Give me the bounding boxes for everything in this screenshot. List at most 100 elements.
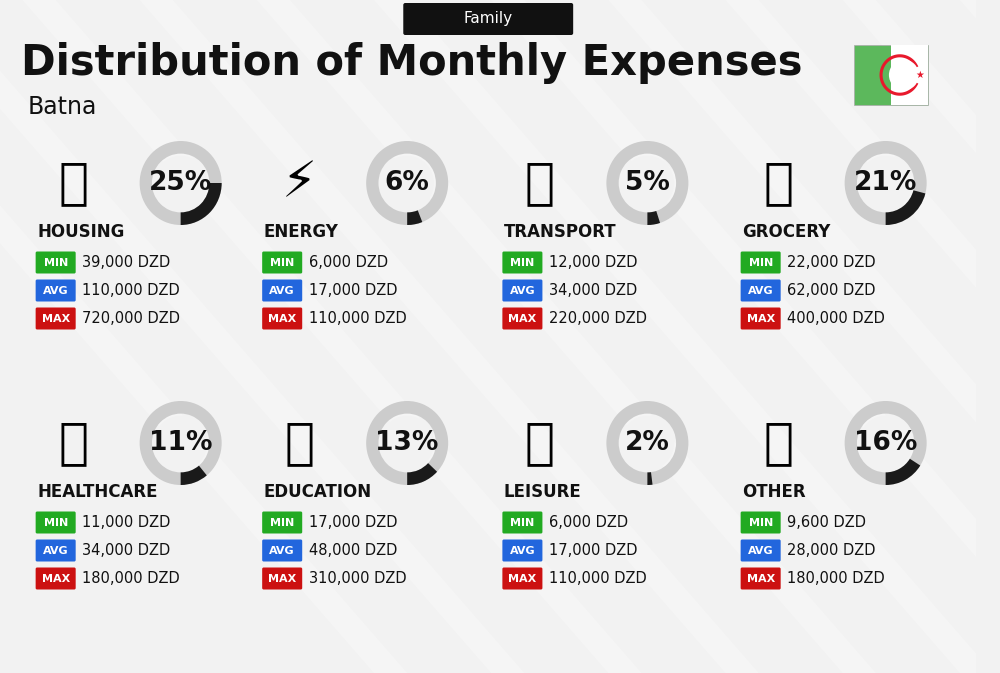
FancyBboxPatch shape — [262, 511, 302, 534]
Wedge shape — [140, 141, 222, 225]
Circle shape — [859, 416, 912, 470]
Wedge shape — [181, 183, 222, 225]
Wedge shape — [886, 190, 925, 225]
Text: LEISURE: LEISURE — [504, 483, 582, 501]
Wedge shape — [647, 211, 660, 225]
Text: 17,000 DZD: 17,000 DZD — [309, 515, 397, 530]
FancyBboxPatch shape — [262, 308, 302, 330]
Wedge shape — [606, 401, 688, 485]
Wedge shape — [886, 459, 920, 485]
Text: EDUCATION: EDUCATION — [264, 483, 372, 501]
Text: MAX: MAX — [268, 314, 296, 324]
Text: 310,000 DZD: 310,000 DZD — [309, 571, 406, 586]
Text: AVG: AVG — [510, 285, 535, 295]
FancyBboxPatch shape — [36, 540, 76, 561]
Text: TRANSPORT: TRANSPORT — [504, 223, 616, 241]
FancyBboxPatch shape — [262, 252, 302, 273]
Text: 🏥: 🏥 — [58, 419, 88, 467]
Text: ⚡: ⚡ — [282, 159, 317, 207]
Text: MAX: MAX — [268, 573, 296, 583]
Text: MAX: MAX — [747, 314, 775, 324]
Text: AVG: AVG — [43, 285, 68, 295]
Text: 🚌: 🚌 — [525, 159, 555, 207]
FancyBboxPatch shape — [741, 308, 781, 330]
Text: 6,000 DZD: 6,000 DZD — [309, 255, 388, 270]
Text: MIN: MIN — [270, 518, 294, 528]
Wedge shape — [366, 141, 448, 225]
Text: 34,000 DZD: 34,000 DZD — [549, 283, 637, 298]
Circle shape — [154, 416, 207, 470]
Text: 180,000 DZD: 180,000 DZD — [82, 571, 180, 586]
Text: 22,000 DZD: 22,000 DZD — [787, 255, 876, 270]
Text: 11%: 11% — [149, 430, 212, 456]
Text: HEALTHCARE: HEALTHCARE — [37, 483, 158, 501]
Wedge shape — [845, 141, 927, 225]
Text: AVG: AVG — [748, 285, 773, 295]
Text: 11,000 DZD: 11,000 DZD — [82, 515, 170, 530]
FancyBboxPatch shape — [502, 511, 542, 534]
Text: 17,000 DZD: 17,000 DZD — [549, 543, 637, 558]
Text: 6,000 DZD: 6,000 DZD — [549, 515, 628, 530]
Text: MIN: MIN — [749, 258, 773, 267]
Text: MIN: MIN — [44, 258, 68, 267]
Text: AVG: AVG — [748, 546, 773, 555]
Text: 62,000 DZD: 62,000 DZD — [787, 283, 876, 298]
Text: MAX: MAX — [747, 573, 775, 583]
FancyBboxPatch shape — [36, 279, 76, 302]
FancyBboxPatch shape — [741, 279, 781, 302]
Text: 🎓: 🎓 — [285, 419, 315, 467]
Circle shape — [859, 155, 912, 210]
Wedge shape — [845, 401, 927, 485]
Wedge shape — [181, 466, 207, 485]
FancyBboxPatch shape — [36, 308, 76, 330]
Text: MIN: MIN — [510, 518, 535, 528]
Text: Distribution of Monthly Expenses: Distribution of Monthly Expenses — [21, 42, 803, 84]
Circle shape — [621, 416, 674, 470]
FancyBboxPatch shape — [36, 567, 76, 590]
Text: AVG: AVG — [43, 546, 68, 555]
Text: 180,000 DZD: 180,000 DZD — [787, 571, 885, 586]
Circle shape — [381, 416, 434, 470]
Wedge shape — [606, 141, 688, 225]
Text: 💰: 💰 — [763, 419, 793, 467]
Text: 13%: 13% — [375, 430, 439, 456]
Text: 16%: 16% — [854, 430, 917, 456]
Text: 39,000 DZD: 39,000 DZD — [82, 255, 170, 270]
Text: 220,000 DZD: 220,000 DZD — [549, 311, 647, 326]
Text: 400,000 DZD: 400,000 DZD — [787, 311, 885, 326]
Text: 5%: 5% — [625, 170, 670, 196]
FancyBboxPatch shape — [854, 45, 928, 105]
FancyBboxPatch shape — [403, 3, 573, 35]
Text: 28,000 DZD: 28,000 DZD — [787, 543, 876, 558]
Wedge shape — [647, 472, 653, 485]
Text: 48,000 DZD: 48,000 DZD — [309, 543, 397, 558]
Text: 12,000 DZD: 12,000 DZD — [549, 255, 637, 270]
Text: ★: ★ — [915, 70, 924, 80]
Text: MAX: MAX — [42, 314, 70, 324]
FancyBboxPatch shape — [502, 308, 542, 330]
Circle shape — [154, 155, 207, 210]
Text: 110,000 DZD: 110,000 DZD — [309, 311, 406, 326]
Text: 🛍: 🛍 — [525, 419, 555, 467]
FancyBboxPatch shape — [741, 252, 781, 273]
Text: 720,000 DZD: 720,000 DZD — [82, 311, 180, 326]
FancyBboxPatch shape — [891, 45, 928, 105]
Text: GROCERY: GROCERY — [742, 223, 830, 241]
Circle shape — [381, 155, 434, 210]
Text: 6%: 6% — [385, 170, 430, 196]
FancyBboxPatch shape — [262, 567, 302, 590]
Text: AVG: AVG — [269, 546, 295, 555]
Circle shape — [621, 155, 674, 210]
FancyBboxPatch shape — [502, 252, 542, 273]
FancyBboxPatch shape — [502, 540, 542, 561]
FancyBboxPatch shape — [502, 279, 542, 302]
Wedge shape — [366, 401, 448, 485]
Circle shape — [889, 60, 919, 90]
Text: ENERGY: ENERGY — [264, 223, 339, 241]
FancyBboxPatch shape — [741, 511, 781, 534]
Text: Batna: Batna — [27, 95, 97, 119]
Text: MIN: MIN — [44, 518, 68, 528]
Text: 110,000 DZD: 110,000 DZD — [549, 571, 647, 586]
Text: 9,600 DZD: 9,600 DZD — [787, 515, 866, 530]
FancyBboxPatch shape — [36, 511, 76, 534]
